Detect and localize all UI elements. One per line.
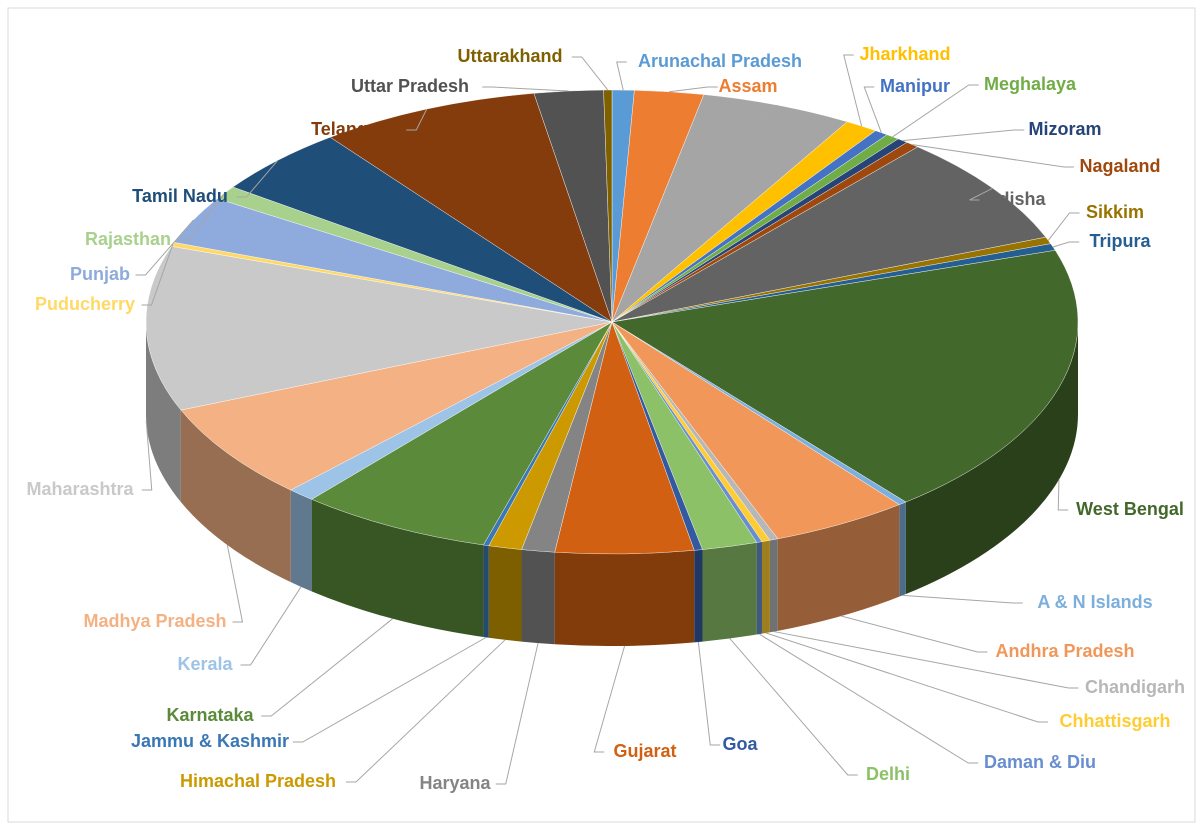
slice-label: Uttarakhand — [457, 46, 562, 66]
slice-label: Gujarat — [613, 741, 676, 761]
slice-label: Maharashtra — [26, 479, 134, 499]
pie-top — [145, 89, 1079, 555]
slice-label: Odisha — [984, 189, 1046, 209]
leader-line — [863, 86, 882, 133]
slice — [180, 321, 613, 491]
leader-line — [841, 615, 988, 653]
slice-label: Sikkim — [1086, 202, 1144, 222]
slice-side — [311, 499, 484, 637]
slice-label: Arunachal Pradesh — [638, 51, 802, 71]
pie-sides — [146, 322, 1078, 646]
leader-line — [226, 544, 244, 623]
slice-label: Assam — [718, 76, 777, 96]
leader-line — [729, 638, 858, 776]
leader-line — [773, 631, 1079, 689]
leader-line — [261, 618, 393, 717]
slice-side — [521, 549, 555, 645]
leader-line — [1052, 241, 1080, 248]
slice-label: Uttar Pradesh — [351, 76, 469, 96]
slice-label: Tripura — [1089, 231, 1151, 251]
leader-line — [902, 129, 1025, 142]
slice-side — [905, 322, 1078, 595]
slice-label: Mizoram — [1028, 119, 1101, 139]
slice-label: Nagaland — [1079, 156, 1160, 176]
leader-line — [1047, 212, 1080, 241]
leader-line — [892, 84, 979, 138]
slice-label: Andhra Pradesh — [995, 641, 1134, 661]
slice-side — [761, 540, 770, 634]
slice-label: Goa — [722, 734, 758, 754]
leader-line — [482, 86, 569, 92]
slice-label: Bihar — [772, 109, 818, 129]
leader-line — [697, 641, 721, 746]
slice-side — [702, 542, 757, 642]
leader-line — [902, 594, 1023, 604]
slice-label: Jharkhand — [859, 44, 950, 64]
slice-label: Delhi — [866, 764, 910, 784]
slice-label: Madhya Pradesh — [83, 611, 226, 631]
slice-label: Punjab — [70, 264, 130, 284]
slice-side — [769, 538, 778, 633]
slice-side — [488, 545, 522, 642]
leader-line — [753, 104, 779, 121]
slice-side — [290, 490, 312, 592]
slice-label: A & N Islands — [1037, 592, 1152, 612]
leader-line — [843, 54, 863, 127]
slice — [311, 321, 613, 546]
slice-side — [694, 549, 703, 643]
slice-label: Tamil Nadu — [132, 186, 228, 206]
slice-label: Rajasthan — [85, 229, 171, 249]
slice-label: Chandigarh — [1085, 677, 1185, 697]
slice-side — [483, 544, 489, 638]
leader-line — [616, 61, 627, 91]
leader-line — [135, 219, 194, 276]
leader-line — [571, 56, 609, 91]
slice-label: West Bengal — [1076, 499, 1184, 519]
slice-label: Jammu & Kashmir — [131, 731, 289, 751]
slice — [611, 250, 1079, 503]
slice-label: Kerala — [177, 654, 233, 674]
leader-line — [141, 420, 153, 491]
leader-line — [292, 636, 487, 743]
slice-label: Chhattisgarh — [1059, 711, 1170, 731]
labels: Arunachal Pradesh Assam Bihar Jharkhand Mani… — [26, 44, 1185, 793]
slice-label: Karnataka — [166, 705, 254, 725]
slice-side — [756, 541, 762, 635]
slice-label: Meghalaya — [984, 74, 1077, 94]
slice-label: Telangana — [311, 119, 400, 139]
leader-line — [240, 586, 302, 666]
slice-label: Daman & Diu — [984, 752, 1096, 772]
slice-label: Puducherry — [35, 294, 135, 314]
slice-label: Himachal Pradesh — [180, 771, 336, 791]
leader-line — [765, 632, 1048, 723]
leader-line — [346, 639, 506, 783]
leader-line — [912, 144, 1074, 168]
slice-side — [777, 504, 900, 631]
leader-line — [236, 159, 279, 198]
leader-line — [1057, 479, 1069, 511]
slice-side — [180, 410, 291, 583]
leader-line — [406, 108, 428, 131]
leader-line — [759, 633, 979, 764]
leader-line — [179, 192, 226, 241]
leader-line — [593, 645, 626, 753]
slice-label: Haryana — [419, 773, 491, 793]
slice — [603, 89, 613, 323]
leader-line — [969, 187, 993, 201]
slice-side — [899, 502, 906, 597]
slice — [145, 246, 613, 411]
leader-line — [669, 86, 718, 93]
slice-side — [554, 550, 695, 646]
leader-line — [141, 244, 174, 306]
slice-label: Manipur — [880, 76, 950, 96]
leader-line — [495, 642, 539, 785]
